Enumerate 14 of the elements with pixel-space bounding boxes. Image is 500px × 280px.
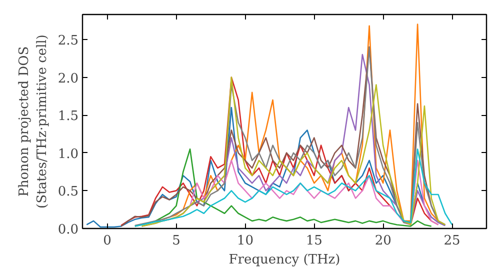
x-tick-label: 25 xyxy=(444,234,460,248)
x-tick-label: 15 xyxy=(306,234,322,248)
x-tick-label: 10 xyxy=(236,234,254,248)
y-tick-label: 2.0 xyxy=(58,71,79,86)
x-axis-title: Frequency (THz) xyxy=(228,252,340,268)
x-tick-label: 0 xyxy=(103,234,112,248)
y-axis-title: Phonon projected DOS (States/THz·primitive cell) xyxy=(16,34,50,208)
y-tick-label: 1.0 xyxy=(58,146,79,162)
y-tick-label: 1.5 xyxy=(58,109,79,124)
x-tick-label: 20 xyxy=(374,234,392,248)
y-tick-label: 0.5 xyxy=(58,184,79,200)
y-tick-label: 0.0 xyxy=(58,222,79,238)
x-tick-label: 5 xyxy=(172,234,180,248)
y-tick-label: 2.5 xyxy=(58,33,79,48)
